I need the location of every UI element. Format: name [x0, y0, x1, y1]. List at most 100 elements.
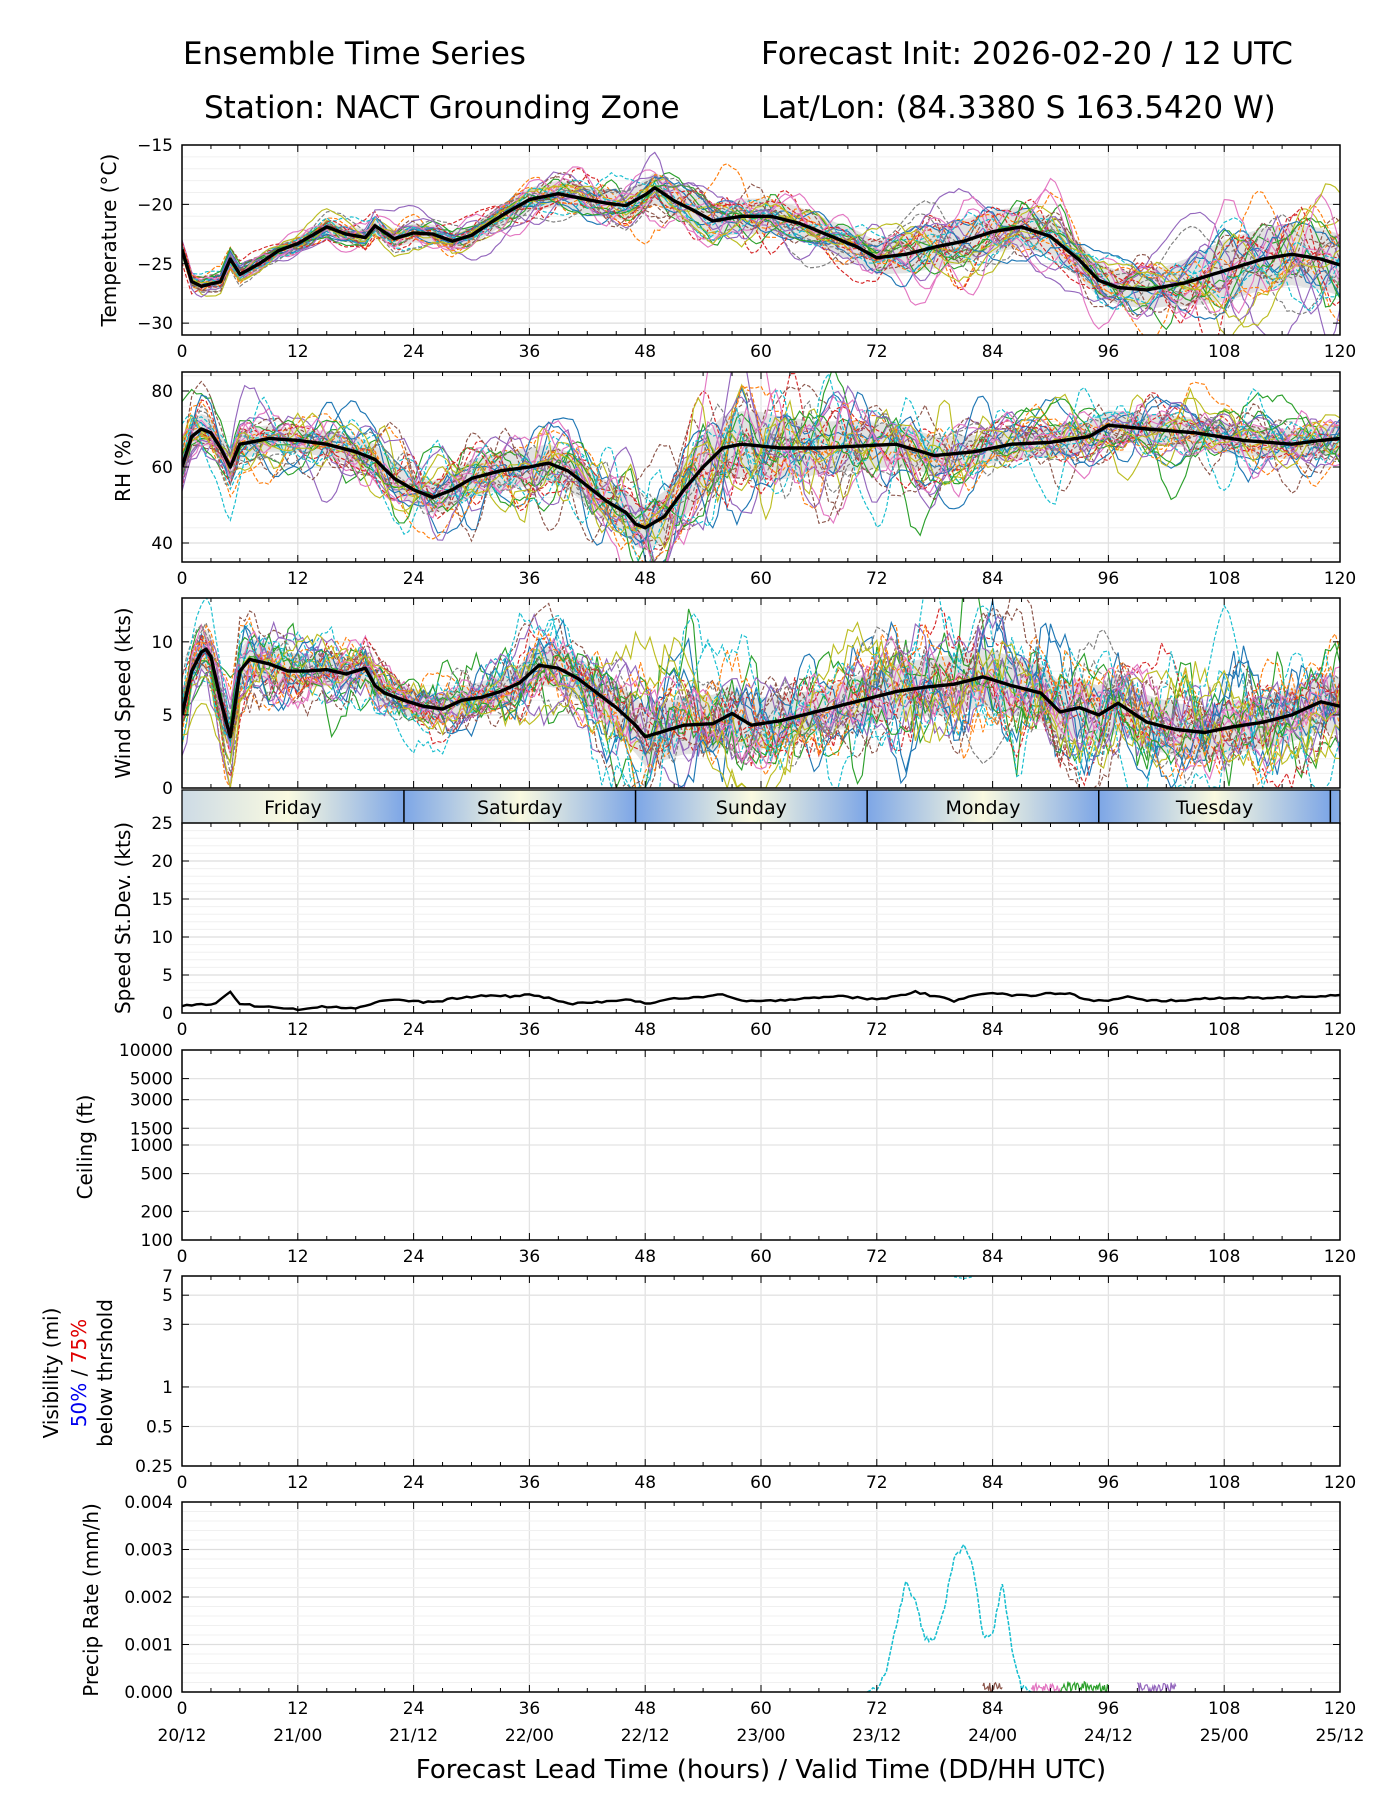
x-tick-label: 60: [750, 1699, 772, 1719]
x-tick-label: 60: [750, 569, 772, 589]
x-tick-label: 108: [1208, 1020, 1240, 1040]
x-tick-label: 96: [1098, 1247, 1120, 1267]
y-tick-label: 7: [162, 1267, 173, 1287]
y-tick-label: 1500: [130, 1119, 173, 1139]
x-tick-label: 0: [177, 1473, 188, 1493]
wind-member-6: [182, 602, 1340, 788]
x-tick-label: 120: [1324, 569, 1356, 589]
y-tick-label: 0.003: [124, 1541, 173, 1561]
day-band-segment: [182, 790, 404, 824]
rh-panel: 0 12 24 36 48 60 72 84 96 108 120 40 60 80: [151, 371, 1356, 589]
y-tick-label: −15: [137, 136, 173, 156]
x-tick-label: 96: [1098, 1699, 1120, 1719]
ylabel-rh: RH (%): [111, 432, 135, 502]
wind-ensemble-mean: [182, 647, 1340, 739]
x-tick-label: 36: [519, 1020, 541, 1040]
x-tick-label: 24: [403, 569, 425, 589]
x-tick-label: 48: [634, 1473, 656, 1493]
y-tick-label: 0.002: [124, 1588, 173, 1608]
precip-member-trace: [866, 1543, 1032, 1692]
rh-member-25: [182, 372, 1340, 562]
temperature-ensemble-mean: [182, 186, 1340, 292]
visibility-panel: 0 12 24 36 48 60 72 84 96 108 120 75 3 1 0.5 0.25: [135, 1267, 1356, 1493]
x-tick-label: 84: [982, 1473, 1004, 1493]
rh-member-18: [182, 403, 1340, 532]
y-tick-label: 0.5: [146, 1417, 173, 1437]
temperature-data: [182, 151, 1340, 335]
ylabel-visibility: Visibility (mi): [39, 1308, 63, 1439]
rh-member-24: [182, 406, 1340, 512]
wind-member-29: [182, 621, 1340, 788]
valid-time-label: 22/00: [505, 1726, 554, 1746]
x-tick-label: 108: [1208, 569, 1240, 589]
x-tick-label: 108: [1208, 1247, 1240, 1267]
y-tick-label: 5: [162, 706, 173, 726]
temperature-member-30: [182, 185, 1340, 305]
day-band-fill: [867, 790, 1099, 824]
rh-member-19: [182, 393, 1340, 550]
rh-member-20: [182, 411, 1340, 562]
wind-member-25: [182, 613, 1340, 773]
x-tick-label: 48: [634, 1699, 656, 1719]
x-tick-label: 72: [866, 342, 888, 362]
wind-member-19: [182, 630, 1340, 788]
x-tick-label: 36: [519, 569, 541, 589]
station-label: Station: NACT Grounding Zone: [204, 90, 680, 126]
valid-time-label: 20/12: [158, 1726, 207, 1746]
wind-member-23: [182, 632, 1340, 772]
wind-member-7: [182, 634, 1340, 762]
y-tick-label: 0: [162, 779, 173, 799]
x-tick-label: 72: [866, 1247, 888, 1267]
valid-time-label: 24/00: [968, 1726, 1017, 1746]
x-tick-label: 84: [982, 569, 1004, 589]
precip-burst-2: [1030, 1681, 1061, 1692]
valid-time-labels: 20/12 21/00 21/12 22/00 22/12 23/00 23/12 24/00…: [158, 1726, 1365, 1746]
x-tick-label: 24: [403, 1247, 425, 1267]
y-tick-label: 5000: [130, 1070, 173, 1090]
x-tick-label: 96: [1098, 1020, 1120, 1040]
x-tick-label: 96: [1098, 1473, 1120, 1493]
x-tick-label: 120: [1324, 1020, 1356, 1040]
valid-time-label: 25/12: [1316, 1726, 1365, 1746]
y-tick-label: 60: [151, 458, 173, 478]
wind-member-21: [182, 600, 1340, 788]
y-tick-label: 40: [151, 534, 173, 554]
day-label: Monday: [945, 797, 1020, 819]
title-left: Ensemble Time Series: [183, 36, 526, 72]
x-tick-label: 12: [287, 1247, 309, 1267]
day-band-fill: [182, 790, 404, 824]
forecast-init: Forecast Init: 2026-02-20 / 12 UTC: [761, 36, 1293, 72]
y-tick-label: −30: [137, 314, 173, 334]
y-tick-label: 5: [162, 1286, 173, 1306]
wind-member-3: [182, 598, 1340, 788]
visibility-label-main: Visibility (mi): [39, 1308, 63, 1439]
day-band-segment: [403, 790, 636, 824]
x-tick-label: 12: [287, 1699, 309, 1719]
x-tick-label: 36: [519, 342, 541, 362]
ylabel-temperature: Temperature (°C): [97, 154, 121, 328]
day-band: Friday Saturday Sunday Monday Tuesday: [181, 789, 1341, 825]
y-tick-label: −25: [137, 255, 173, 275]
wind-member-30: [182, 598, 1340, 788]
x-tick-label: 36: [519, 1699, 541, 1719]
x-tick-label: 84: [982, 1699, 1004, 1719]
valid-time-label: 24/12: [1084, 1726, 1133, 1746]
rh-member-30: [182, 372, 1340, 535]
rh-member-2: [182, 385, 1340, 562]
y-tick-label: 100: [141, 1231, 173, 1251]
valid-time-label: 25/00: [1200, 1726, 1249, 1746]
y-tick-label: 0.25: [135, 1457, 173, 1477]
x-tick-label: 84: [982, 1247, 1004, 1267]
y-tick-label: 25: [151, 814, 173, 834]
ylabel-speed-stdev: Speed St.Dev. (kts): [111, 822, 135, 1014]
x-tick-label: 48: [634, 342, 656, 362]
lat-lon: Lat/Lon: (84.3380 S 163.5420 W): [761, 90, 1276, 126]
day-label: Tuesday: [1175, 797, 1253, 819]
y-tick-label: 15: [151, 890, 173, 910]
x-tick-label: 12: [287, 1473, 309, 1493]
y-tick-label: 0: [162, 1004, 173, 1024]
rh-member-14: [182, 373, 1340, 535]
x-tick-label: 96: [1098, 342, 1120, 362]
x-tick-label: 60: [750, 342, 772, 362]
